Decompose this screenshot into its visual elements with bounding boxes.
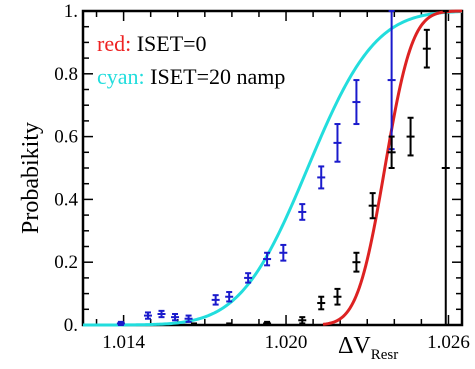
y-tick-label: 0.4 <box>54 189 78 210</box>
legend-red-prefix: red: <box>97 31 131 56</box>
x-tick-label: 1.020 <box>265 332 308 353</box>
data-point-series-1 <box>244 272 253 284</box>
data-point-series-1 <box>352 79 361 126</box>
y-tick-label: 1. <box>64 1 78 22</box>
legend-cyan-text: ISET=20 namp <box>150 64 285 89</box>
data-point-series-2 <box>406 116 415 157</box>
data-point-series-1 <box>298 203 307 221</box>
legend: red: ISET=0 cyan: ISET=20 namp <box>97 31 285 89</box>
data-point-series-1 <box>157 309 166 319</box>
y-tick-label: 0. <box>64 315 78 336</box>
data-point-series-2 <box>368 192 377 220</box>
data-point-series-1 <box>225 291 234 303</box>
x-tick-label: 1.026 <box>427 332 470 353</box>
data-point-series-2 <box>387 135 396 169</box>
legend-cyan-prefix: cyan: <box>97 64 145 89</box>
data-point-series-1 <box>279 243 288 262</box>
data-point-series-2 <box>317 295 326 311</box>
legend-entry-cyan: cyan: ISET=20 namp <box>97 64 285 89</box>
x-tick-label: 1.014 <box>102 332 145 353</box>
data-point-series-2 <box>263 320 272 326</box>
y-tick-label: 0.8 <box>54 64 78 85</box>
data-point-series-1 <box>171 313 180 322</box>
data-point-series-2 <box>441 10 450 326</box>
data-point-series-2 <box>189 322 198 326</box>
data-point-series-2 <box>422 28 431 69</box>
data-point-series-1 <box>184 314 193 323</box>
data-point-series-2 <box>298 316 307 325</box>
data-point-series-1 <box>317 165 326 190</box>
data-point-series-1 <box>211 294 220 306</box>
x-axis-label-main: ΔV <box>338 333 371 359</box>
plot-frame <box>81 9 464 327</box>
legend-entry-red: red: ISET=0 <box>97 31 207 56</box>
fit-curves <box>83 9 463 327</box>
x-axis-label: ΔVResr <box>338 333 398 363</box>
data-point-series-2 <box>333 287 342 306</box>
y-tick-label: 0.6 <box>54 127 78 148</box>
legend-red-text: ISET=0 <box>137 31 207 56</box>
data-point-series-2 <box>225 322 234 326</box>
fit-curve-series-1 <box>83 10 463 327</box>
data-point-series-1 <box>143 311 152 320</box>
data-point-series-2 <box>352 251 361 273</box>
y-tick-label: 0.2 <box>54 252 78 273</box>
y-axis-label: Probabikity <box>18 122 44 234</box>
data-point-series-1 <box>333 123 342 163</box>
data-points <box>116 10 450 326</box>
x-axis-label-sub: Resr <box>371 347 399 363</box>
data-point-series-1 <box>263 251 272 267</box>
data-point-series-1 <box>116 320 125 326</box>
